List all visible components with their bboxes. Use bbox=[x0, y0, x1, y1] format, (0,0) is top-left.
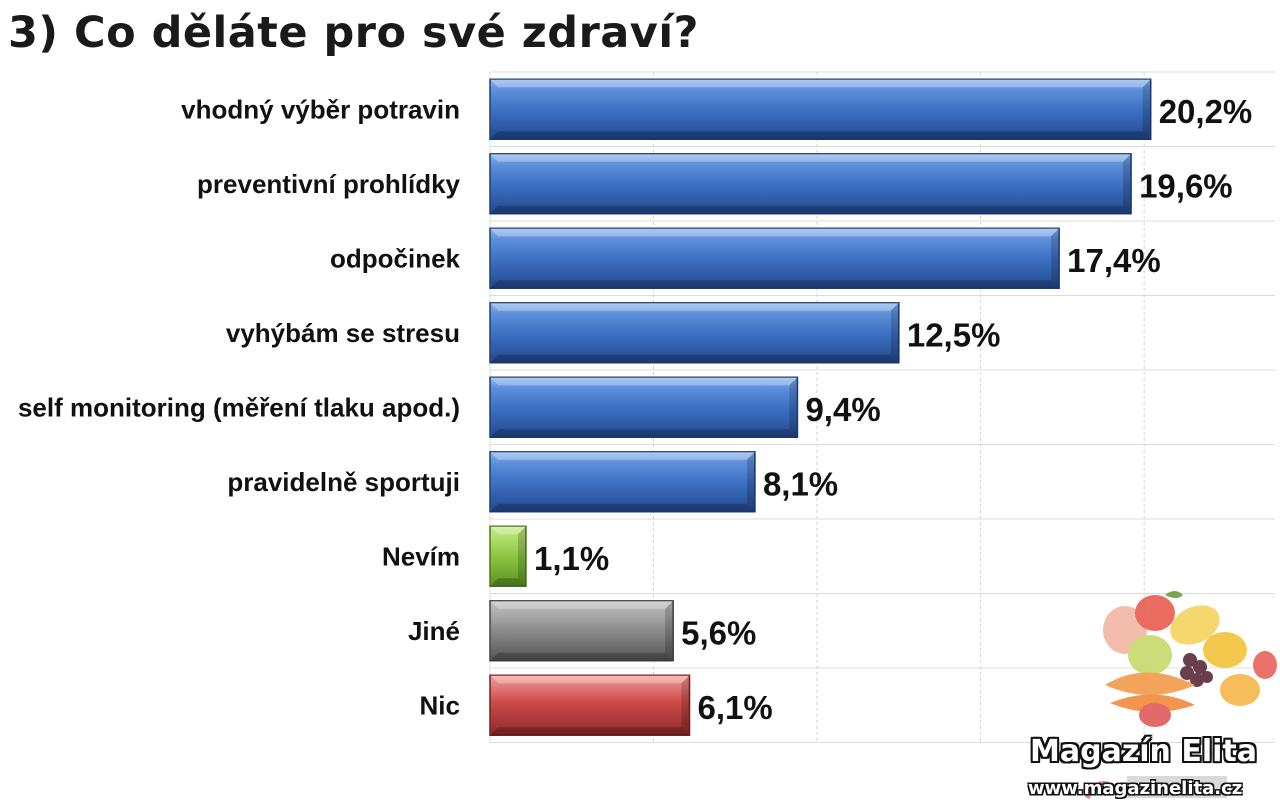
category-label: Jiné bbox=[408, 616, 460, 646]
category-label: preventivní prohlídky bbox=[197, 169, 460, 199]
bar-bevel-top bbox=[490, 302, 899, 311]
category-label: pravidelně sportuji bbox=[227, 467, 460, 497]
bar-bevel-top bbox=[490, 600, 674, 609]
bar bbox=[489, 451, 756, 513]
value-label: 20,2% bbox=[1159, 93, 1253, 130]
value-label: 6,1% bbox=[698, 689, 773, 726]
bar-bevel-bottom bbox=[490, 429, 798, 438]
bar-bevel-right bbox=[681, 675, 690, 736]
bar-bevel-bottom bbox=[490, 503, 755, 512]
bar bbox=[489, 525, 527, 587]
value-label: 1,1% bbox=[534, 540, 609, 577]
category-label: self monitoring (měření tlaku apod.) bbox=[18, 392, 460, 422]
fruit-vegetables-icon bbox=[1103, 591, 1277, 727]
bar-body bbox=[489, 227, 1060, 289]
bar-bevel-top bbox=[490, 79, 1151, 88]
value-label: 9,4% bbox=[805, 391, 880, 428]
bar-body bbox=[489, 153, 1132, 215]
bar-bevel-top bbox=[490, 153, 1132, 162]
bar-bevel-top bbox=[490, 377, 798, 386]
bar-body bbox=[489, 525, 527, 587]
value-label: 5,6% bbox=[681, 614, 756, 651]
bar-body bbox=[489, 674, 691, 736]
category-label: vhodný výběr potravin bbox=[181, 94, 460, 124]
bar-bevel-top bbox=[490, 451, 755, 460]
category-label: vyhýbám se stresu bbox=[226, 318, 460, 348]
bar-bevel-right bbox=[1142, 79, 1151, 140]
bar-bevel-bottom bbox=[490, 131, 1151, 140]
bar bbox=[489, 153, 1132, 215]
watermark-url: www.magazinelita.cz bbox=[1028, 778, 1243, 799]
bar-body bbox=[489, 376, 799, 438]
bar-bevel-bottom bbox=[490, 205, 1132, 214]
bar-bevel-right bbox=[1123, 153, 1132, 214]
bar-bevel-right bbox=[1051, 228, 1060, 289]
category-label: Nevím bbox=[382, 541, 460, 571]
source-logo-icon bbox=[1084, 776, 1227, 800]
bars bbox=[489, 78, 1152, 736]
category-label: odpočinek bbox=[330, 243, 461, 273]
value-label: 12,5% bbox=[907, 316, 1001, 353]
bar-bevel-right bbox=[517, 526, 526, 587]
bar-bevel-bottom bbox=[490, 354, 899, 363]
bar-body bbox=[489, 600, 674, 662]
labels: vhodný výběr potravin 20,2% preventivní pr… bbox=[18, 93, 1252, 726]
bar-bevel-bottom bbox=[490, 727, 690, 736]
chart-title: 3) Co děláte pro své zdraví? bbox=[8, 8, 699, 58]
bar bbox=[489, 674, 691, 736]
bar bbox=[489, 78, 1152, 140]
category-label: Nic bbox=[420, 690, 460, 720]
bar-bevel-top bbox=[490, 228, 1060, 237]
bar-bevel-top bbox=[490, 526, 526, 535]
bar-body bbox=[489, 78, 1152, 140]
bar-bevel-right bbox=[665, 600, 674, 661]
value-label: 8,1% bbox=[763, 465, 838, 502]
bar bbox=[489, 227, 1060, 289]
bar-bevel-bottom bbox=[490, 578, 526, 587]
bar bbox=[489, 302, 900, 364]
bar-bevel-right bbox=[746, 451, 755, 512]
value-label: 17,4% bbox=[1067, 242, 1161, 279]
bar-bevel-right bbox=[789, 377, 798, 438]
bar-bevel-right bbox=[890, 302, 899, 363]
watermark: Magazín Elita www.magazinelita.cz bbox=[1010, 728, 1280, 811]
bar-body bbox=[489, 451, 756, 513]
bar-bevel-bottom bbox=[490, 652, 674, 661]
bar bbox=[489, 376, 799, 438]
bar-body bbox=[489, 302, 900, 364]
watermark-title: Magazín Elita bbox=[1030, 734, 1258, 769]
bar-bevel-top bbox=[490, 675, 690, 684]
bar-bevel-bottom bbox=[490, 280, 1060, 289]
bar bbox=[489, 600, 674, 662]
value-label: 19,6% bbox=[1139, 167, 1233, 204]
